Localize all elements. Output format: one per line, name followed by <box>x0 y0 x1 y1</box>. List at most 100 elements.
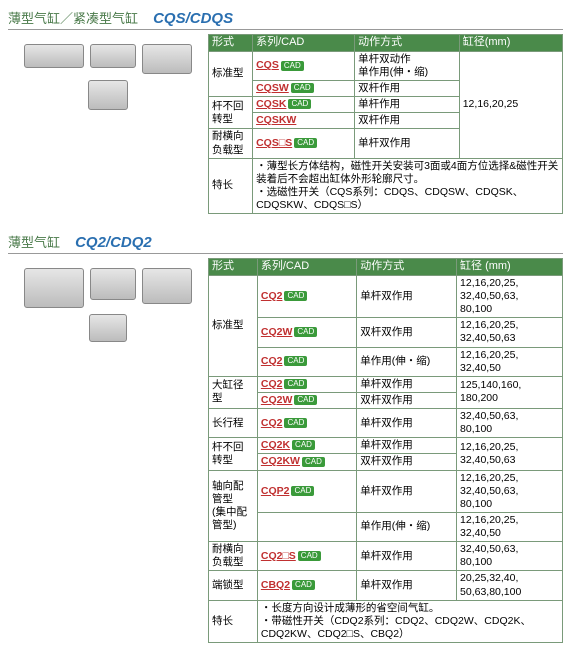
cell-type: 耐横向负载型 <box>209 542 258 571</box>
series-link[interactable]: CQ2 <box>261 378 283 390</box>
th-action: 动作方式 <box>357 259 457 276</box>
cell-type: 耐横向负载型 <box>209 129 253 158</box>
cell-bore: 12,16,20,25, 32,40,50,63, 80,100 <box>457 275 563 317</box>
title-en: CQ2/CDQ2 <box>75 234 152 251</box>
cell-action: 单杆双作用 <box>357 542 457 571</box>
series-link[interactable]: CQ2KW <box>261 455 300 467</box>
feat-label: 特长 <box>209 158 253 214</box>
cad-badge[interactable]: CAD <box>294 138 317 148</box>
cell-series: CQSWCAD <box>253 81 355 97</box>
cell-action: 单作用(伸・缩) <box>357 512 457 541</box>
cad-badge[interactable]: CAD <box>298 551 321 561</box>
cell-action: 单作用(伸・缩) <box>357 347 457 376</box>
series-link[interactable]: CQ2W <box>261 326 293 338</box>
product-image-area <box>8 258 208 352</box>
cell-action: 单杆双作用 <box>357 409 457 438</box>
cad-badge[interactable]: CAD <box>288 99 311 109</box>
series-link[interactable]: CQ2K <box>261 439 290 451</box>
cell-series: CQP2CAD <box>257 470 356 512</box>
cell-series: CQ2KWCAD <box>257 454 356 470</box>
cell-bore: 32,40,50,63, 80,100 <box>457 542 563 571</box>
cell-bore: 20,25,32,40, 50,63,80,100 <box>457 571 563 600</box>
series-link[interactable]: CQS□S <box>256 137 292 149</box>
feat-text: ・长度方向设计成薄形的省空间气缸。 ・带磁性开关（CDQ2系列：CDQ2、CDQ… <box>257 600 562 642</box>
cell-bore: 12,16,20,25, 32,40,50,63 <box>457 318 563 347</box>
series-link[interactable]: CQ2 <box>261 355 283 367</box>
cad-badge[interactable]: CAD <box>291 486 314 496</box>
cell-action: 单杆双作用 <box>357 275 457 317</box>
cell-action: 单杆双作用 <box>355 129 460 158</box>
title-zh: 薄型气缸 <box>8 235 60 250</box>
series-link[interactable]: CQSKW <box>256 114 296 126</box>
series-link[interactable]: CBQ2 <box>261 579 290 591</box>
cell-action: 单杆双动作 单作用(伸・缩) <box>355 51 460 80</box>
cell-series: CQ2CAD <box>257 275 356 317</box>
cell-action: 双杆双作用 <box>357 392 457 408</box>
cell-series: CQSKCAD <box>253 97 355 113</box>
cad-badge[interactable]: CAD <box>292 580 315 590</box>
cell-action: 单杆双作用 <box>357 470 457 512</box>
cad-badge[interactable]: CAD <box>294 327 317 337</box>
cell-bore: 32,40,50,63, 80,100 <box>457 409 563 438</box>
cell-type: 标准型 <box>209 275 258 376</box>
th-series: 系列/CAD <box>257 259 356 276</box>
cell-series: CQ2CAD <box>257 409 356 438</box>
cell-bore: 12,16,20,25, 32,40,50,63, 80,100 <box>457 470 563 512</box>
product-image-area <box>8 34 208 120</box>
title-en: CQS/CDQS <box>153 10 233 27</box>
cell-series <box>257 512 356 541</box>
th-type: 形式 <box>209 35 253 52</box>
section-cqs: 薄型气缸／紧凑型气缸 CQS/CDQS 形式 系列/CAD 动作方式 缸径(mm… <box>8 8 563 214</box>
cell-series: CQ2□SCAD <box>257 542 356 571</box>
cell-bore: 12,16,20,25, 32,40,50 <box>457 512 563 541</box>
cad-badge[interactable]: CAD <box>284 379 307 389</box>
cell-bore: 125,140,160, 180,200 <box>457 376 563 408</box>
series-link[interactable]: CQ2□S <box>261 550 296 562</box>
cad-badge[interactable]: CAD <box>291 83 314 93</box>
series-link[interactable]: CQP2 <box>261 485 290 497</box>
feat-text: ・薄型长方体结构，磁性开关安装可3面或4面方位选择&磁性开关装着后不会超出缸体外… <box>253 158 563 214</box>
cell-series: CQ2CAD <box>257 347 356 376</box>
series-link[interactable]: CQS <box>256 59 279 71</box>
spec-table-cqs: 形式 系列/CAD 动作方式 缸径(mm) 标准型 CQSCAD 单杆双动作 单… <box>208 34 563 214</box>
series-link[interactable]: CQSW <box>256 82 289 94</box>
title-zh: 薄型气缸／紧凑型气缸 <box>8 11 138 26</box>
cell-bore: 12,16,20,25, 32,40,50,63 <box>457 438 563 470</box>
cell-action: 单杆双作用 <box>357 571 457 600</box>
cell-series: CBQ2CAD <box>257 571 356 600</box>
series-link[interactable]: CQ2W <box>261 394 293 406</box>
series-link[interactable]: CQ2 <box>261 417 283 429</box>
cell-type: 轴向配管型 (集中配管型) <box>209 470 258 542</box>
cell-type: 标准型 <box>209 51 253 96</box>
cell-action: 单杆双作用 <box>357 376 457 392</box>
cad-badge[interactable]: CAD <box>284 418 307 428</box>
cell-bore: 12,16,20,25 <box>459 51 562 158</box>
cell-type: 杆不回转型 <box>209 97 253 129</box>
cad-badge[interactable]: CAD <box>284 291 307 301</box>
cad-badge[interactable]: CAD <box>281 61 304 71</box>
cell-type: 大缸径型 <box>209 376 258 408</box>
cell-series: CQ2CAD <box>257 376 356 392</box>
series-link[interactable]: CQSK <box>256 98 286 110</box>
cell-series: CQ2WCAD <box>257 392 356 408</box>
cell-series: CQ2WCAD <box>257 318 356 347</box>
feat-label: 特长 <box>209 600 258 642</box>
cell-action: 双杆作用 <box>355 113 460 129</box>
cell-type: 端锁型 <box>209 571 258 600</box>
series-link[interactable]: CQ2 <box>261 290 283 302</box>
cell-bore: 12,16,20,25, 32,40,50 <box>457 347 563 376</box>
section-header: 薄型气缸 CQ2/CDQ2 <box>8 232 563 254</box>
section-cq2: 薄型气缸 CQ2/CDQ2 形式 系列/CAD 动作方式 缸径 (mm) 标准型… <box>8 232 563 643</box>
cell-action: 单杆作用 <box>355 97 460 113</box>
cell-series: CQSKW <box>253 113 355 129</box>
cell-series: CQS□SCAD <box>253 129 355 158</box>
cell-type: 长行程 <box>209 409 258 438</box>
th-type: 形式 <box>209 259 258 276</box>
cell-action: 双杆作用 <box>355 81 460 97</box>
cad-badge[interactable]: CAD <box>302 457 325 467</box>
cad-badge[interactable]: CAD <box>284 356 307 366</box>
th-bore: 缸径 (mm) <box>457 259 563 276</box>
cad-badge[interactable]: CAD <box>294 395 317 405</box>
spec-table-cq2: 形式 系列/CAD 动作方式 缸径 (mm) 标准型 CQ2CAD 单杆双作用 … <box>208 258 563 643</box>
cad-badge[interactable]: CAD <box>292 440 315 450</box>
